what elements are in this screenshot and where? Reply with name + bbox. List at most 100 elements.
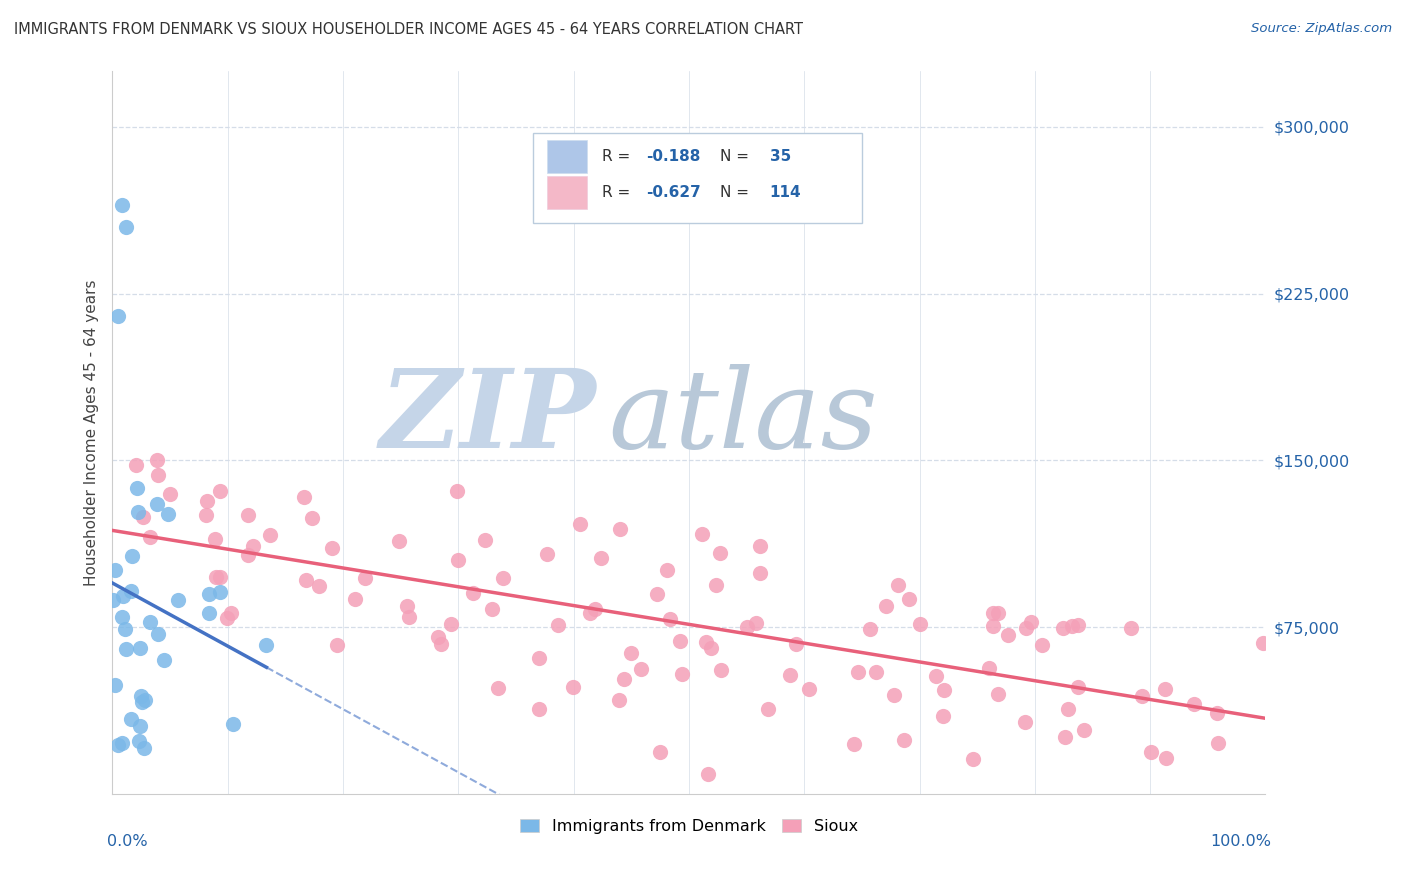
Point (114, 622, 136, 636)
Point (120, 583, 142, 598)
Text: ZIP: ZIP (380, 365, 596, 472)
Point (222, 717, 245, 731)
Point (779, 668, 801, 682)
Point (536, 547, 558, 561)
Point (146, 453, 169, 467)
Point (148, 627, 170, 641)
Point (527, 702, 550, 716)
Point (153, 653, 176, 667)
Point (132, 509, 155, 524)
Point (844, 737, 866, 751)
Point (103, 592, 125, 607)
Point (1053, 730, 1076, 744)
Point (242, 539, 264, 553)
Point (219, 607, 242, 621)
Point (932, 709, 955, 723)
Point (387, 533, 409, 548)
Point (128, 733, 150, 747)
Point (979, 661, 1001, 675)
Point (547, 618, 569, 632)
Point (292, 490, 315, 504)
Point (1057, 702, 1080, 716)
Point (111, 610, 134, 624)
FancyBboxPatch shape (533, 133, 862, 223)
Point (1031, 638, 1053, 652)
Point (492, 571, 515, 585)
Point (1132, 689, 1154, 703)
Point (613, 672, 636, 686)
Point (104, 678, 127, 692)
Text: Source: ZipAtlas.com: Source: ZipAtlas.com (1251, 22, 1392, 36)
Point (671, 667, 693, 681)
Point (236, 549, 259, 563)
Point (208, 484, 231, 499)
Point (474, 533, 496, 548)
Text: R =: R = (603, 149, 636, 164)
Point (128, 719, 150, 733)
Point (396, 599, 419, 613)
Point (205, 569, 228, 583)
Point (1140, 745, 1163, 759)
Point (1015, 621, 1038, 635)
Point (125, 481, 148, 495)
Point (645, 587, 668, 601)
Point (427, 630, 450, 644)
Point (167, 593, 190, 607)
Point (697, 767, 720, 781)
Point (398, 610, 420, 624)
Point (1021, 615, 1043, 629)
Point (157, 508, 180, 522)
Point (440, 617, 463, 632)
Point (893, 732, 915, 747)
Point (695, 634, 717, 648)
Point (195, 493, 218, 508)
Point (865, 665, 887, 680)
Point (343, 592, 366, 607)
Point (308, 579, 330, 593)
Point (1156, 751, 1178, 765)
Point (657, 562, 679, 576)
Text: IMMIGRANTS FROM DENMARK VS SIOUX HOUSEHOLDER INCOME AGES 45 - 64 YEARS CORRELATI: IMMIGRANTS FROM DENMARK VS SIOUX HOUSEHO… (14, 22, 803, 37)
Point (748, 540, 770, 554)
Point (1206, 706, 1229, 721)
Point (129, 689, 152, 703)
Point (354, 571, 377, 585)
Point (124, 458, 146, 472)
Point (583, 602, 606, 616)
Text: atlas: atlas (609, 365, 877, 472)
Point (111, 736, 134, 750)
Point (630, 662, 652, 676)
Point (591, 550, 613, 565)
Point (650, 745, 672, 759)
Point (981, 618, 1004, 632)
Point (700, 641, 723, 656)
Point (692, 527, 714, 541)
Point (883, 689, 905, 703)
Point (1014, 714, 1036, 729)
Point (1073, 723, 1095, 737)
Point (1121, 621, 1143, 635)
Point (669, 634, 692, 648)
Bar (547, 176, 588, 209)
Point (1067, 680, 1090, 694)
Text: -0.627: -0.627 (647, 186, 702, 200)
Point (112, 589, 135, 603)
Point (797, 681, 820, 696)
Point (659, 612, 682, 626)
Point (748, 566, 770, 580)
Point (562, 681, 585, 695)
Point (910, 617, 932, 632)
Point (1060, 619, 1083, 633)
Point (146, 497, 169, 511)
Point (146, 467, 169, 482)
Point (987, 687, 1010, 701)
Text: -0.188: -0.188 (647, 149, 700, 164)
Point (208, 570, 231, 584)
Point (134, 693, 156, 707)
Point (609, 693, 631, 707)
Point (236, 508, 259, 523)
Point (159, 487, 181, 501)
Legend: Immigrants from Denmark, Sioux: Immigrants from Denmark, Sioux (513, 813, 865, 840)
Point (1251, 636, 1274, 650)
Text: 0.0%: 0.0% (107, 834, 148, 848)
